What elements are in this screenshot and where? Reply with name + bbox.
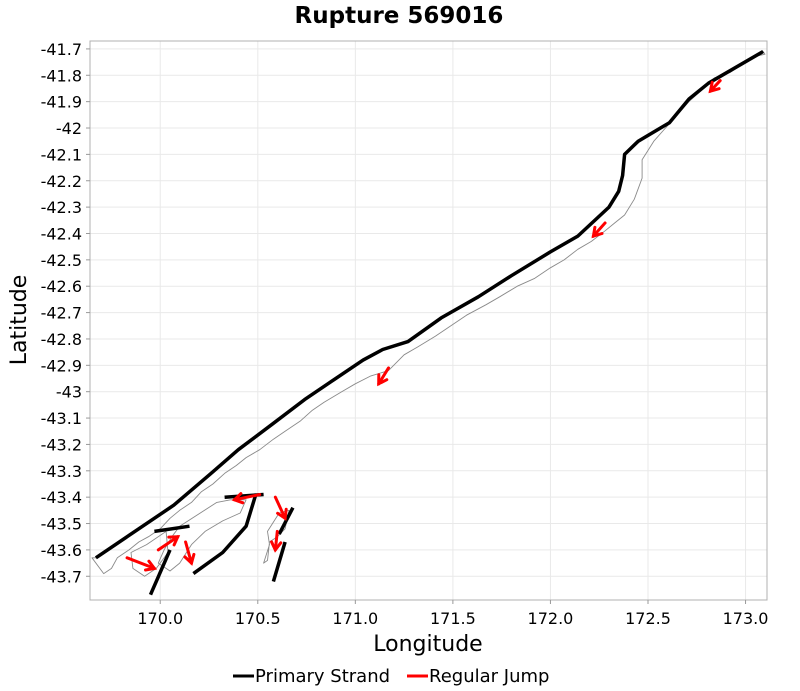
primary-strand-line: [148, 549, 172, 596]
x-tick-label: 172.5: [625, 609, 671, 628]
x-tick-label: 170.0: [137, 609, 183, 628]
legend-label-regular-jump: Regular Jump: [429, 666, 549, 687]
y-tick-label: -41.7: [41, 40, 82, 59]
y-tick-label: -42.5: [41, 251, 82, 270]
y-tick-label: -42.7: [41, 304, 82, 323]
legend: Primary Strand Regular Jump: [233, 666, 549, 687]
jump-arrow: [270, 529, 283, 553]
y-tick-label: -43: [56, 383, 82, 402]
jump-arrow: [231, 492, 262, 505]
y-tick-label: -42.4: [41, 224, 82, 243]
y-tick-label: -42.3: [41, 198, 82, 217]
jump-arrow: [156, 535, 181, 552]
y-tick-label: -42.8: [41, 330, 82, 349]
y-tick-label: -42.9: [41, 356, 82, 375]
primary-strand-line: [94, 49, 764, 560]
jump-arrow: [708, 79, 722, 94]
y-tick-label: -43.6: [41, 541, 82, 560]
x-tick-label: 173.0: [723, 609, 769, 628]
plot-frame: [89, 40, 768, 601]
y-tick-label: -43.1: [41, 409, 82, 428]
jump-arrow: [591, 221, 607, 239]
chart-title: Rupture 569016: [295, 3, 504, 29]
y-tick-label: -43.3: [41, 462, 82, 481]
y-tick-label: -42: [56, 119, 82, 138]
legend-label-primary-strand: Primary Strand: [255, 666, 390, 687]
y-tick-label: -42.6: [41, 277, 82, 296]
x-tick-label: 171.0: [332, 609, 378, 628]
x-axis-ticks: 170.0 170.5 171.0 171.5 172.0 172.5 173.0: [137, 600, 768, 628]
primary-strand-line: [192, 493, 258, 576]
x-tick-label: 171.5: [430, 609, 476, 628]
jump-arrow: [125, 556, 158, 572]
jump-arrow: [183, 540, 196, 566]
y-tick-label: -43.4: [41, 488, 82, 507]
x-tick-label: 172.0: [528, 609, 574, 628]
y-tick-label: -41.9: [41, 93, 82, 112]
y-tick-label: -41.8: [41, 66, 82, 85]
y-tick-label: -42.1: [41, 145, 82, 164]
primary-strand-line: [277, 506, 295, 535]
y-axis-ticks: -41.7 -41.8 -41.9 -42 -42.1 -42.2 -42.3 -42.4 -4…: [41, 40, 90, 586]
x-axis-label: Longitude: [373, 632, 482, 657]
jump-arrow: [273, 495, 288, 521]
primary-strand-line: [154, 524, 190, 534]
primary-strands: [94, 49, 764, 596]
primary-strand-line: [271, 541, 287, 582]
y-tick-label: -43.5: [41, 515, 82, 534]
y-tick-label: -42.2: [41, 172, 82, 191]
jump-arrows: [125, 79, 722, 572]
y-tick-label: -43.7: [41, 567, 82, 586]
fault-section-outline: [157, 499, 247, 572]
y-axis-label: Latitude: [7, 275, 32, 366]
jump-arrow: [377, 366, 391, 387]
fault-section-outline: [263, 509, 290, 564]
fault-section-outline: [130, 530, 169, 577]
y-tick-label: -43.2: [41, 435, 82, 454]
x-tick-label: 170.5: [235, 609, 281, 628]
